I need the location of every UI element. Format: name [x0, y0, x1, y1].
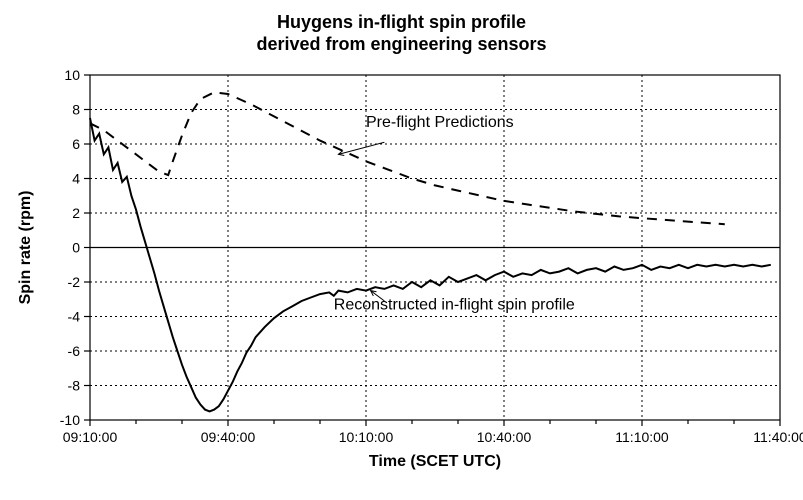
x-tick-label: 10:10:00 — [339, 429, 394, 445]
x-tick-label: 11:10:00 — [615, 429, 669, 445]
y-tick-label: -6 — [68, 343, 81, 359]
chart-svg: Huygens in-flight spin profilederived fr… — [0, 0, 803, 500]
y-tick-label: 8 — [72, 102, 80, 118]
y-tick-label: 10 — [64, 67, 80, 83]
chart-title-line1: Huygens in-flight spin profile — [277, 12, 526, 32]
x-tick-label: 09:40:00 — [201, 429, 256, 445]
annotation-preflight: Pre-flight Predictions — [366, 114, 514, 131]
series-0 — [90, 92, 725, 224]
chart-title-line2: derived from engineering sensors — [256, 34, 546, 54]
series-1 — [90, 118, 771, 411]
y-axis-label: Spin rate (rpm) — [17, 191, 34, 305]
annotation-reconstructed: Reconstructed in-flight spin profile — [334, 297, 575, 314]
x-tick-label: 10:40:00 — [477, 429, 532, 445]
y-tick-label: 4 — [72, 171, 80, 187]
y-tick-label: -8 — [68, 378, 81, 394]
y-tick-label: 0 — [72, 240, 80, 256]
y-tick-label: 2 — [72, 205, 80, 221]
y-tick-label: -4 — [68, 309, 81, 325]
x-tick-label: 09:10:00 — [63, 429, 118, 445]
y-tick-label: -10 — [60, 412, 80, 428]
y-tick-label: 6 — [72, 136, 80, 152]
y-tick-label: -2 — [68, 274, 81, 290]
x-axis-label: Time (SCET UTC) — [369, 453, 501, 470]
chart-container: { "chart": { "type": "line", "width": 80… — [0, 0, 803, 500]
x-tick-label: 11:40:00 — [753, 429, 803, 445]
